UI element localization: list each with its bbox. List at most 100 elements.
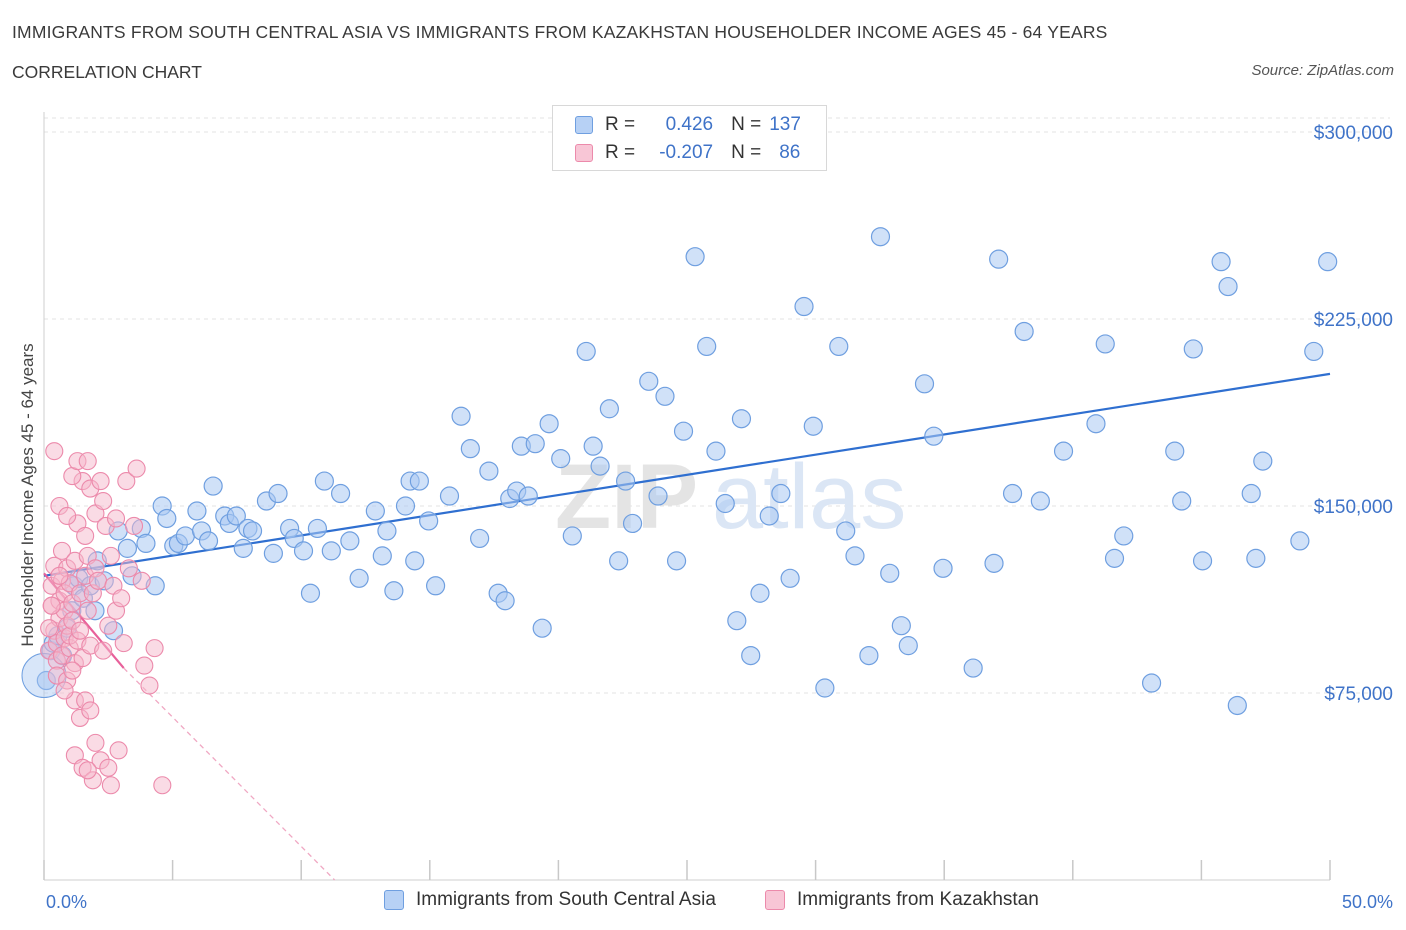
data-point-blue: [460, 439, 480, 459]
y-tick-label: $75,000: [1324, 684, 1393, 705]
chart-title: IMMIGRANTS FROM SOUTH CENTRAL ASIA VS IM…: [12, 22, 1108, 42]
data-point-blue: [859, 645, 879, 666]
data-point-blue: [562, 526, 582, 546]
data-point-blue: [117, 538, 138, 558]
data-point-blue: [233, 538, 253, 558]
data-point-blue: [1227, 695, 1247, 716]
data-point-blue: [314, 471, 334, 491]
data-point-pink: [63, 661, 82, 680]
data-point-pink: [109, 741, 128, 760]
legend-r-label: R =: [605, 114, 636, 135]
data-point-blue: [727, 611, 747, 631]
data-point-blue: [1253, 451, 1273, 471]
source-credit: Source: ZipAtlas.com: [1251, 62, 1394, 79]
gridlines: [44, 117, 1390, 694]
axes: [43, 112, 1331, 881]
data-point-blue: [518, 486, 538, 506]
data-point-pink: [40, 619, 59, 638]
data-point-pink: [127, 459, 146, 478]
data-point-blue: [836, 521, 856, 541]
data-point-blue: [1114, 526, 1134, 546]
data-point-blue: [198, 531, 219, 551]
chart-subtitle: CORRELATION CHART: [12, 62, 202, 82]
data-point-pink: [76, 526, 95, 545]
data-point-pink: [153, 776, 172, 795]
data-point-blue: [365, 501, 385, 521]
data-point-blue: [1141, 673, 1162, 693]
data-point-blue: [405, 551, 425, 571]
data-point-pink: [94, 491, 113, 511]
y-tick-label: $150,000: [1314, 497, 1393, 518]
data-point-blue: [1030, 491, 1050, 511]
data-point-blue: [157, 508, 177, 529]
data-point-blue: [731, 409, 752, 429]
data-point-blue: [1183, 339, 1203, 359]
data-point-blue: [551, 449, 571, 469]
legend-n-label: N =: [731, 142, 762, 163]
correlation-legend: R = 0.426 N = 137 R = -0.207 N = 86: [552, 105, 827, 171]
series-south-central-asia: [21, 227, 1338, 716]
legend-r-value: 0.426: [665, 114, 714, 135]
data-point-pink: [78, 761, 97, 780]
data-point-pink: [101, 776, 120, 795]
data-point-blue: [794, 296, 814, 317]
data-point-blue: [639, 371, 659, 391]
data-point-blue: [263, 543, 283, 563]
data-point-blue: [1246, 548, 1266, 568]
data-point-blue: [590, 456, 610, 476]
data-point-pink: [45, 442, 64, 461]
data-point-blue: [425, 576, 446, 596]
data-point-blue: [1211, 252, 1231, 272]
data-point-blue: [330, 483, 351, 504]
data-point-pink: [55, 681, 74, 700]
data-point-blue: [1104, 548, 1125, 568]
data-point-blue: [495, 591, 515, 611]
data-point-blue: [815, 678, 835, 698]
data-point-blue: [1318, 252, 1338, 272]
legend-r-label: R =: [605, 142, 636, 163]
data-point-blue: [372, 546, 392, 566]
data-point-pink: [58, 506, 77, 526]
data-point-blue: [1218, 276, 1238, 297]
data-point-pink: [112, 589, 131, 608]
data-point-blue: [933, 558, 953, 578]
data-point-blue: [1095, 334, 1115, 354]
data-point-blue: [1241, 483, 1261, 504]
data-point-blue: [525, 434, 545, 454]
data-point-pink: [52, 541, 72, 560]
data-point-blue: [655, 386, 675, 406]
data-point-blue: [583, 436, 603, 456]
legend-n-label: N =: [731, 114, 762, 135]
data-point-blue: [340, 531, 360, 551]
data-point-pink: [81, 701, 100, 720]
data-point-blue: [759, 506, 779, 526]
data-point-blue: [1053, 441, 1074, 461]
data-point-blue: [666, 551, 687, 571]
data-point-blue: [870, 227, 891, 247]
legend-swatch-pink: [575, 144, 593, 162]
data-point-pink: [78, 601, 97, 620]
x-tick-label-min: 0.0%: [46, 892, 87, 912]
data-point-blue: [439, 486, 460, 506]
x-tick-label-max: 50.0%: [1342, 892, 1393, 912]
legend-n-value: 86: [779, 142, 801, 163]
data-point-pink: [42, 596, 61, 615]
data-point-blue: [771, 483, 791, 504]
data-point-pink: [135, 656, 154, 675]
data-point-blue: [697, 336, 717, 357]
data-point-blue: [609, 551, 629, 571]
y-tick-label: $225,000: [1314, 310, 1393, 331]
data-point-blue: [673, 421, 694, 441]
data-point-pink: [94, 641, 113, 660]
data-point-pink: [50, 566, 69, 585]
data-point-blue: [880, 563, 900, 583]
data-point-blue: [1192, 551, 1213, 571]
data-point-pink: [119, 559, 138, 578]
data-point-blue: [203, 476, 223, 496]
legend-item-label: Immigrants from Kazakhstan: [797, 889, 1039, 910]
legend-item-label: Immigrants from South Central Asia: [416, 889, 716, 910]
data-point-blue: [741, 645, 761, 666]
data-point-blue: [226, 506, 246, 526]
legend-item-kazakhstan: Immigrants from Kazakhstan: [765, 889, 1039, 911]
data-point-blue: [307, 518, 328, 539]
